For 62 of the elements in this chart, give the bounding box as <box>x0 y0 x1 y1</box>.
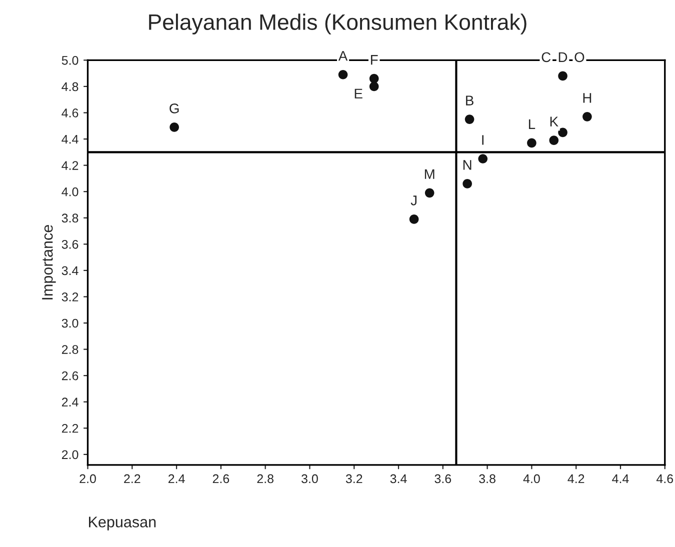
point <box>549 136 559 145</box>
x-tick-label: 2.0 <box>80 474 96 484</box>
annotation: C <box>542 52 551 62</box>
y-tick-label: 3.0 <box>62 318 78 328</box>
y-tick-label: 2.2 <box>62 424 78 433</box>
x-tick-label: 4.2 <box>568 474 584 484</box>
point <box>558 71 568 81</box>
y-tick-label: 4.4 <box>62 134 78 144</box>
y-tick-label: 4.6 <box>62 108 78 118</box>
annotation: M <box>424 169 434 179</box>
x-tick-label: 2.4 <box>168 474 185 484</box>
annotation: E <box>354 88 362 98</box>
x-axis-title: Kepuasan <box>89 516 156 530</box>
x-tick-label: 3.8 <box>479 474 496 484</box>
annotation: I <box>482 135 484 145</box>
y-tick-label: 4.0 <box>62 187 78 196</box>
y-tick-label: 3.2 <box>62 292 78 302</box>
y-tick-label: 3.6 <box>62 240 78 249</box>
x-tick-label: 2.2 <box>124 474 140 484</box>
y-tick-label: 4.2 <box>62 161 78 170</box>
x-tick-label: 2.8 <box>257 474 274 484</box>
point <box>338 70 348 80</box>
point <box>582 112 592 122</box>
y-tick-label: 2.4 <box>62 398 78 406</box>
x-tick-label: 4.4 <box>612 474 629 484</box>
y-axis-title: Importance <box>42 225 56 300</box>
annotation: H <box>583 93 592 103</box>
point <box>462 179 472 188</box>
x-tick-label: 3.4 <box>390 474 407 484</box>
point <box>478 154 488 164</box>
annotation: D <box>558 52 568 62</box>
x-tick-label: 3.0 <box>302 474 318 484</box>
y-tick-label: 2.8 <box>62 345 78 354</box>
point <box>170 122 179 132</box>
point <box>369 74 379 84</box>
annotation: G <box>170 104 179 114</box>
annotation: O <box>574 52 584 62</box>
x-tick-label: 3.6 <box>434 474 452 484</box>
chart-title: Pelayanan Medis (Konsumen Kontrak) <box>149 14 526 34</box>
point <box>558 128 568 138</box>
y-tick-label: 2.6 <box>62 371 78 380</box>
annotation: A <box>338 51 348 61</box>
annotation: F <box>370 55 378 65</box>
y-tick-label: 3.4 <box>62 266 78 276</box>
point <box>369 82 379 92</box>
point <box>409 214 419 224</box>
y-tick-label: 2.0 <box>62 450 78 460</box>
x-tick-label: 3.2 <box>346 474 362 484</box>
point <box>464 114 474 124</box>
x-tick-label: 2.6 <box>212 474 230 484</box>
point <box>527 138 536 148</box>
annotation: N <box>463 160 472 170</box>
annotation: B <box>466 96 474 106</box>
y-tick-label: 4.8 <box>62 82 78 92</box>
x-tick-label: 4.6 <box>656 474 674 484</box>
x-tick-label: 4.0 <box>523 474 540 484</box>
annotation: J <box>410 196 416 206</box>
annotation: K <box>550 116 558 126</box>
y-tick-label: 5.0 <box>62 56 78 65</box>
annotation: L <box>528 119 536 129</box>
point <box>424 188 434 198</box>
y-tick-label: 3.8 <box>62 214 78 223</box>
